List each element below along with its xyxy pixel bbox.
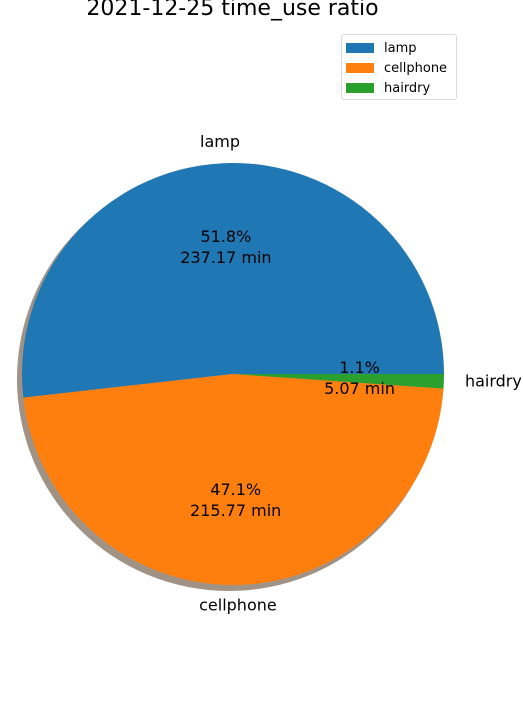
slice-percent-lamp: 51.8% <box>200 227 251 246</box>
legend: lamp cellphone hairdry <box>341 34 457 100</box>
pie-slice-hairdry <box>233 374 444 389</box>
legend-item-hairdry: hairdry <box>346 78 456 98</box>
legend-label: hairdry <box>384 80 431 96</box>
pie-slice-lamp <box>22 163 445 398</box>
slice-percent-cellphone: 47.1% <box>210 480 261 499</box>
legend-label: cellphone <box>384 60 448 76</box>
legend-item-lamp: lamp <box>346 38 456 58</box>
slice-label-lamp: lamp <box>200 132 240 151</box>
legend-item-cellphone: cellphone <box>346 58 456 78</box>
legend-label: lamp <box>384 40 417 56</box>
slice-value-lamp: 237.17 min <box>180 248 271 267</box>
legend-swatch <box>346 63 374 73</box>
slice-value-cellphone: 215.77 min <box>190 501 281 520</box>
slice-label-hairdry: hairdry <box>465 372 522 391</box>
slice-value-hairdry: 5.07 min <box>324 379 395 398</box>
pie-slice-cellphone <box>23 374 444 586</box>
legend-swatch <box>346 83 374 93</box>
legend-swatch <box>346 43 374 53</box>
slice-percent-hairdry: 1.1% <box>339 358 380 377</box>
chart-title: 2021-12-25 time_use ratio <box>86 0 379 21</box>
slice-label-cellphone: cellphone <box>199 596 277 615</box>
